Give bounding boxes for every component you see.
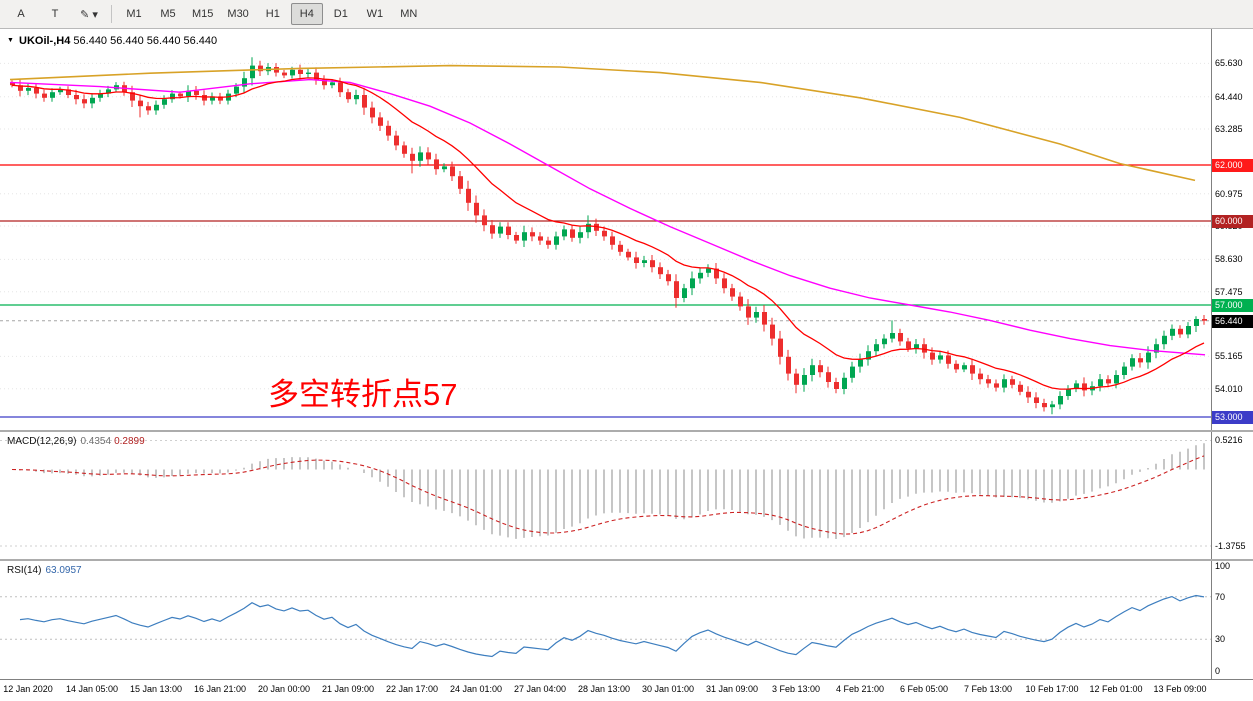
timeframe-button-m5[interactable]: M5 xyxy=(160,8,176,20)
timeframe-button-h1[interactable]: H1 xyxy=(265,8,280,20)
text-label-tool-button[interactable]: A xyxy=(17,8,25,20)
time-axis[interactable]: 12 Jan 2020 14 Jan 05:00 15 Jan 13:00 16 Ja… xyxy=(0,679,1253,701)
color-picker-tool-button[interactable]: ✎ ▾ xyxy=(80,8,98,21)
chart-symbol: UKOil-,H4 xyxy=(19,35,71,47)
rsi-pane[interactable]: RSI(14) 63.0957 100 70 30 0 xyxy=(0,561,1253,679)
price-axis-label: 58.630 xyxy=(1215,254,1243,265)
time-axis-label: 12 Jan 2020 xyxy=(3,684,53,694)
price-axis[interactable]: 65.63064.44063.28560.97559.82058.63057.4… xyxy=(1211,29,1253,430)
price-axis-label: 64.440 xyxy=(1215,91,1243,102)
chart-collapse-icon[interactable]: ▼ xyxy=(7,37,14,44)
time-axis-label: 6 Feb 05:00 xyxy=(899,684,949,694)
time-axis-label: 10 Feb 17:00 xyxy=(1025,684,1079,694)
macd-signal-line xyxy=(11,455,1205,535)
price-level-badge: 57.000 xyxy=(1212,298,1253,312)
timeframe-group: M1 M5 M15 M30 H1 H4 D1 W1 MN xyxy=(117,3,426,25)
drawing-tools-group: A T ✎ ▾ xyxy=(4,3,106,25)
price-axis-label: 57.475 xyxy=(1215,286,1243,297)
macd-axis-label: 0.5216 xyxy=(1215,435,1243,446)
time-axis-label: 22 Jan 17:00 xyxy=(385,684,439,694)
rsi-name: RSI(14) xyxy=(7,565,42,576)
time-axis-label: 27 Jan 04:00 xyxy=(513,684,567,694)
time-axis-label: 21 Jan 09:00 xyxy=(321,684,375,694)
shapes-tool-button[interactable]: T xyxy=(51,8,59,20)
timeframe-button-m30[interactable]: M30 xyxy=(227,8,249,20)
time-axis-label: 24 Jan 01:00 xyxy=(449,684,503,694)
chart-ohlc-values: 56.440 56.440 56.440 56.440 xyxy=(73,35,218,47)
macd-axis-label: -1.3755 xyxy=(1215,540,1246,551)
price-axis-label: 54.010 xyxy=(1215,383,1243,394)
timeframe-button-w1[interactable]: W1 xyxy=(366,8,384,20)
ma-fast-line xyxy=(11,77,1205,390)
price-level-badge: 62.000 xyxy=(1212,158,1253,172)
candles-layer xyxy=(10,57,1207,415)
chart-annotation: 多空转折点57 xyxy=(268,377,458,412)
price-axis-label: 55.165 xyxy=(1215,351,1243,362)
ma-slow-line xyxy=(9,64,1196,182)
rsi-axis-label: 0 xyxy=(1215,666,1221,676)
macd-name: MACD(12,26,9) xyxy=(7,436,77,447)
macd-main-value: 0.4354 xyxy=(80,436,112,447)
rsi-canvas xyxy=(0,594,1211,658)
price-level-badge: 53.000 xyxy=(1212,410,1253,424)
chart-title: ▼ UKOil-,H4 56.440 56.440 56.440 56.440 xyxy=(7,35,217,47)
price-axis-label: 60.975 xyxy=(1215,188,1243,199)
macd-pane[interactable]: MACD(12,26,9) 0.4354 0.2899 0.5216 -1.3755 xyxy=(0,432,1253,559)
price-chart-canvas xyxy=(0,57,1211,418)
macd-axis[interactable]: 0.5216 -1.3755 xyxy=(1211,432,1253,559)
rsi-axis-label: 70 xyxy=(1215,591,1226,602)
rsi-axis-label: 100 xyxy=(1215,561,1231,571)
rsi-label: RSI(14) 63.0957 xyxy=(7,565,82,576)
timeframe-button-d1[interactable]: D1 xyxy=(333,8,348,20)
timeframe-button-m15[interactable]: M15 xyxy=(192,8,214,20)
time-axis-label: 20 Jan 00:00 xyxy=(257,684,311,694)
macd-histogram xyxy=(19,443,1205,539)
time-axis-label: 13 Feb 09:00 xyxy=(1153,684,1207,694)
price-axis-label: 63.285 xyxy=(1215,124,1243,135)
price-chart-pane[interactable]: ▼ UKOil-,H4 56.440 56.440 56.440 56.440 … xyxy=(0,29,1253,430)
macd-label: MACD(12,26,9) 0.4354 0.2899 xyxy=(7,436,145,447)
price-level-badge: 60.000 xyxy=(1212,214,1253,228)
pane-splitter[interactable] xyxy=(0,559,1253,561)
rsi-axis[interactable]: 100 70 30 0 xyxy=(1211,561,1253,679)
timeframe-button-m1[interactable]: M1 xyxy=(126,8,142,20)
time-axis-label: 15 Jan 13:00 xyxy=(129,684,183,694)
price-axis-label: 65.630 xyxy=(1215,58,1243,69)
rsi-line xyxy=(19,594,1205,658)
time-axis-label: 12 Feb 01:00 xyxy=(1089,684,1143,694)
time-axis-label: 3 Feb 13:00 xyxy=(771,684,821,694)
toolbar: A T ✎ ▾ M1 M5 M15 M30 H1 H4 D1 W1 MN xyxy=(0,0,1253,29)
time-axis-label: 30 Jan 01:00 xyxy=(641,684,695,694)
macd-canvas xyxy=(0,440,1211,547)
time-axis-label: 28 Jan 13:00 xyxy=(577,684,631,694)
time-axis-label: 7 Feb 13:00 xyxy=(963,684,1013,694)
time-axis-label: 4 Feb 21:00 xyxy=(835,684,885,694)
pane-splitter[interactable] xyxy=(0,430,1253,432)
current-price-badge: 56.440 xyxy=(1212,314,1253,328)
timeframe-button-h4[interactable]: H4 xyxy=(290,3,323,25)
rsi-axis-label: 30 xyxy=(1215,634,1226,645)
rsi-value: 63.0957 xyxy=(45,565,82,576)
toolbar-separator xyxy=(111,5,112,23)
time-axis-label: 14 Jan 05:00 xyxy=(65,684,119,694)
macd-signal-value: 0.2899 xyxy=(114,436,145,447)
time-axis-label: 31 Jan 09:00 xyxy=(705,684,759,694)
time-axis-label: 16 Jan 21:00 xyxy=(193,684,247,694)
ma-mid-line xyxy=(9,78,1206,356)
timeframe-button-mn[interactable]: MN xyxy=(400,8,418,20)
